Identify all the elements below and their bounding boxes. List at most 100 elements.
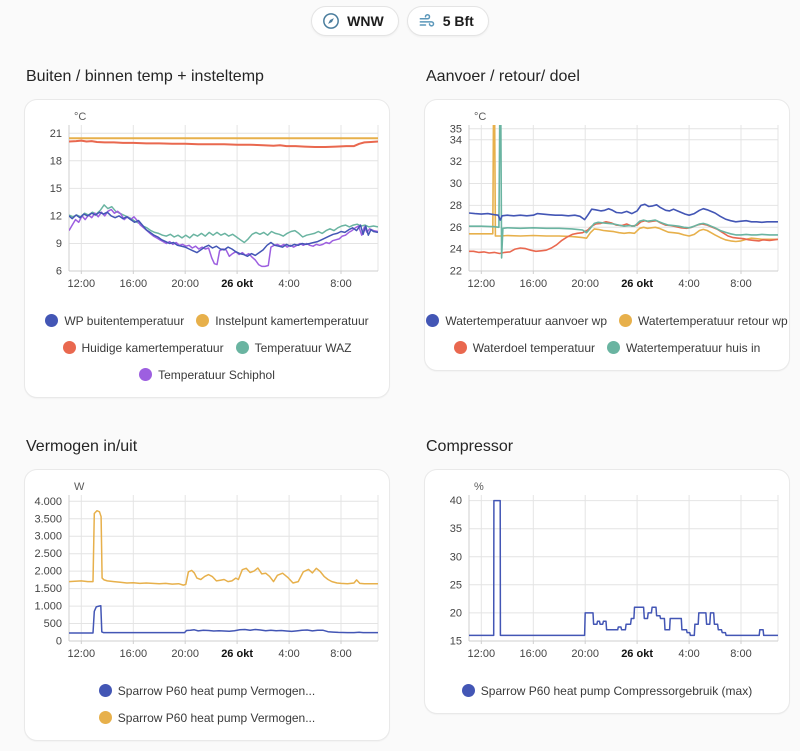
page-title: Buiten / binnen temp + insteltemp: [26, 68, 264, 85]
svg-text:34: 34: [450, 134, 462, 146]
svg-text:2.500: 2.500: [34, 548, 62, 560]
chart-card: 6 9 12 15 18 21 12:00 16:00 20:00 26 okt 4:00 8:00 °…: [24, 99, 390, 398]
page-title: Aanvoer / retour/ doel: [426, 68, 580, 85]
legend-dot: [461, 684, 475, 697]
svg-text:35: 35: [450, 523, 462, 535]
legend-item[interactable]: Sparrow P60 heat pump Compressorgebruik …: [461, 677, 753, 704]
svg-text:12:00: 12:00: [468, 648, 496, 660]
legend-row: Sparrow P60 heat pump Compressorgebruik …: [425, 677, 789, 704]
svg-text:15: 15: [50, 183, 62, 195]
legend-label: Watertemperatuur aanvoer wp: [445, 313, 607, 328]
svg-text:32: 32: [450, 156, 462, 168]
legend-dot: [196, 314, 210, 327]
svg-text:12:00: 12:00: [468, 278, 496, 290]
chart-legend: WP buitentemperatuur Instelpunt kamertemp…: [25, 307, 389, 388]
wind-speed-label: 5 Bft: [442, 13, 474, 29]
compressor-chart-canvas[interactable]: 15 20 25 30 35 40 12:00 16:00 20:00 26 okt 4:00 8:0…: [425, 481, 791, 673]
svg-text:2.000: 2.000: [34, 566, 62, 578]
legend-label: Temperatuur WAZ: [254, 340, 352, 355]
svg-text:20:00: 20:00: [571, 648, 599, 660]
legend-item[interactable]: Watertemperatuur retour wp: [619, 307, 788, 334]
chart-card: 0 500 1.000 1.500 2.000 2.500 3.000 3.500 4.000 1…: [24, 469, 390, 741]
svg-text:26 okt: 26 okt: [221, 648, 253, 660]
legend-dot: [453, 341, 467, 354]
legend-item[interactable]: Huidige kamertemperatuur: [62, 334, 224, 361]
legend-label: Sparrow P60 heat pump Compressorgebruik …: [480, 683, 753, 698]
svg-text:16:00: 16:00: [520, 648, 548, 660]
legend-dot: [62, 341, 76, 354]
svg-text:4.000: 4.000: [34, 496, 62, 508]
svg-text:W: W: [74, 481, 85, 493]
svg-text:%: %: [474, 481, 484, 493]
chart-card: 15 20 25 30 35 40 12:00 16:00 20:00 26 okt 4:00 8:0…: [424, 469, 790, 714]
svg-text:28: 28: [450, 200, 462, 212]
svg-text:16:00: 16:00: [120, 648, 148, 660]
legend-label: Watertemperatuur retour wp: [638, 313, 788, 328]
svg-text:°C: °C: [74, 111, 86, 123]
svg-text:26: 26: [450, 222, 462, 234]
legend-label: WP buitentemperatuur: [64, 313, 185, 328]
svg-text:26 okt: 26 okt: [221, 278, 253, 290]
wind-speed-chip[interactable]: 5 Bft: [406, 6, 489, 36]
svg-text:20:00: 20:00: [571, 278, 599, 290]
compass-icon: [321, 11, 341, 31]
legend-item[interactable]: Instelpunt kamertemperatuur: [196, 307, 369, 334]
svg-text:8:00: 8:00: [730, 278, 751, 290]
legend-label: Sparrow P60 heat pump Vermogen...: [117, 710, 316, 725]
svg-text:4:00: 4:00: [678, 648, 699, 660]
panel-compressor: Compressor 15 20 25 30 35 40 12:00 16:00 20:00 26…: [424, 438, 790, 714]
panel-aanvoer-retour-doel: Aanvoer / retour/ doel 22 24 26 28 30 32 34 35 1…: [424, 68, 790, 371]
svg-text:8:00: 8:00: [730, 648, 751, 660]
panel-vermogen: Vermogen in/uit 0 500 1.000 1.500 2.000 2.500…: [24, 438, 390, 741]
svg-text:°C: °C: [474, 111, 486, 123]
svg-text:40: 40: [450, 495, 462, 507]
svg-text:24: 24: [450, 244, 462, 256]
legend-row: Sparrow P60 heat pump Vermogen...: [25, 677, 389, 704]
legend-item[interactable]: Sparrow P60 heat pump Vermogen...: [98, 704, 316, 731]
legend-item[interactable]: Waterdoel temperatuur: [453, 334, 595, 361]
temperature-chart-canvas[interactable]: 6 9 12 15 18 21 12:00 16:00 20:00 26 okt 4:00 8:00 °…: [25, 111, 391, 303]
power-chart-canvas[interactable]: 0 500 1.000 1.500 2.000 2.500 3.000 3.500 4.000 1…: [25, 481, 391, 673]
svg-text:12:00: 12:00: [68, 648, 96, 660]
legend-label: Instelpunt kamertemperatuur: [215, 313, 369, 328]
legend-label: Temperatuur Schiphol: [158, 367, 275, 382]
legend-row: Sparrow P60 heat pump Vermogen...: [25, 704, 389, 731]
svg-text:1.000: 1.000: [34, 601, 62, 613]
svg-text:4:00: 4:00: [278, 278, 299, 290]
legend-item[interactable]: Sparrow P60 heat pump Vermogen...: [98, 677, 315, 704]
svg-text:1.500: 1.500: [34, 583, 62, 595]
svg-text:9: 9: [56, 238, 62, 250]
svg-text:3.000: 3.000: [34, 531, 62, 543]
legend-dot: [98, 684, 112, 697]
svg-text:3.500: 3.500: [34, 513, 62, 525]
svg-text:30: 30: [450, 178, 462, 190]
chart-legend: Watertemperatuur aanvoer wp Watertemperat…: [425, 307, 789, 361]
legend-row: WP buitentemperatuur Instelpunt kamertemp…: [25, 307, 389, 334]
svg-text:21: 21: [50, 128, 62, 140]
legend-dot: [619, 314, 632, 327]
legend-item[interactable]: Temperatuur Schiphol: [139, 361, 275, 388]
panel-buiten-binnen-temp: Buiten / binnen temp + insteltemp 6 9 12 15…: [24, 68, 390, 398]
svg-text:6: 6: [56, 266, 62, 278]
page-title: Vermogen in/uit: [26, 438, 138, 455]
chart-legend: Sparrow P60 heat pump Compressorgebruik …: [425, 677, 789, 704]
wind-bearing-label: WNW: [347, 13, 384, 29]
wind-bearing-chip[interactable]: WNW: [311, 6, 399, 36]
dashboard-grid: Buiten / binnen temp + insteltemp 6 9 12 15…: [0, 36, 800, 741]
svg-text:15: 15: [450, 636, 462, 648]
svg-text:35: 35: [450, 123, 462, 135]
svg-text:4:00: 4:00: [278, 648, 299, 660]
legend-dot: [607, 341, 620, 354]
legend-dot: [45, 314, 59, 327]
svg-text:12: 12: [50, 210, 62, 222]
legend-item[interactable]: Temperatuur WAZ: [235, 334, 352, 361]
legend-row: Watertemperatuur aanvoer wp Watertemperat…: [425, 307, 789, 334]
svg-text:25: 25: [450, 579, 462, 591]
legend-item[interactable]: WP buitentemperatuur: [45, 307, 184, 334]
svg-text:4:00: 4:00: [678, 278, 699, 290]
legend-item[interactable]: Watertemperatuur huis in: [607, 334, 760, 361]
header-chips: WNW 5 Bft: [0, 0, 800, 36]
legend-dot: [98, 711, 112, 724]
legend-item[interactable]: Watertemperatuur aanvoer wp: [426, 307, 607, 334]
